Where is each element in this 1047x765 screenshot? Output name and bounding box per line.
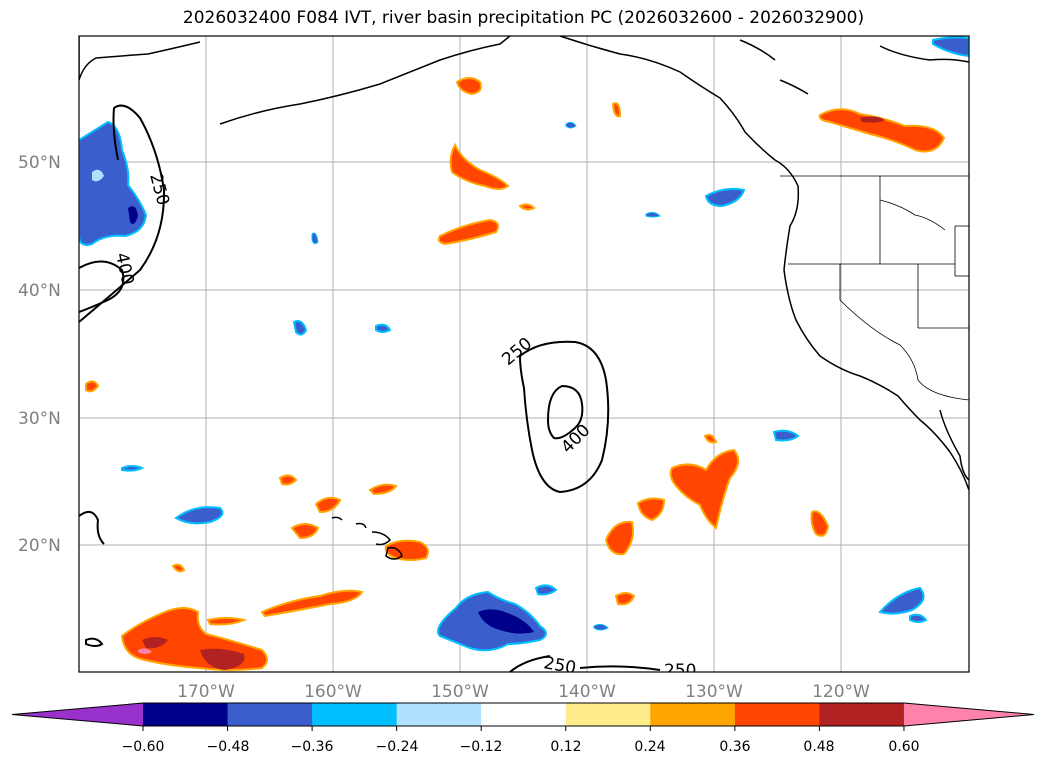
precip-blob [290, 523, 320, 540]
colorbar-segment [143, 703, 229, 726]
colorbar-ticks: −0.60 −0.48 −0.36 −0.24 −0.12 0.12 0.24 … [122, 739, 920, 755]
precip-blob [534, 584, 558, 596]
precip-blob [636, 497, 666, 522]
contour-label: 250 [542, 653, 577, 678]
precip-blob [142, 637, 168, 649]
precip-blob [278, 474, 298, 486]
precip-blob [604, 520, 634, 556]
colorbar-segment [650, 703, 736, 726]
precip-blob [171, 563, 186, 573]
colorbar-tick-label: 0.24 [634, 739, 665, 755]
lon-label-130w: 130°W [685, 682, 743, 702]
gridlines [79, 36, 969, 672]
precip-blob [772, 429, 800, 442]
ivt-contours [79, 104, 661, 672]
lat-label-20n: 20°N [18, 536, 61, 556]
political-borders [780, 175, 969, 401]
precip-blob [455, 77, 482, 96]
coastlines [79, 36, 969, 491]
precip-blob [437, 218, 499, 246]
precip-blob [593, 623, 609, 631]
precip-blob [121, 465, 145, 472]
colorbar-tick-label: −0.24 [376, 739, 419, 755]
precip-blob [138, 648, 152, 654]
contour-label: 250 [664, 661, 696, 681]
colorbar-segment [565, 703, 651, 726]
precip-blob [314, 496, 342, 514]
precip-blob [810, 510, 830, 537]
colorbar-segment [819, 703, 905, 726]
precip-blob [860, 116, 885, 123]
lon-label-160w: 160°W [304, 682, 362, 702]
precip-blob [368, 483, 398, 496]
colorbar-tick-label: 0.12 [550, 739, 581, 755]
precip-blob [909, 613, 928, 623]
precip-blob [611, 102, 622, 118]
precip-blob [92, 169, 104, 182]
precip-blob [375, 323, 392, 333]
lon-label-120w: 120°W [812, 682, 870, 702]
precip-blob [85, 380, 100, 393]
precip-blob [518, 203, 536, 211]
precip-blob [932, 36, 969, 58]
colorbar-segment [734, 703, 820, 726]
colorbar-segment [312, 703, 398, 726]
precip-blob [128, 206, 138, 224]
colorbar-tick-label: 0.36 [719, 739, 750, 755]
lon-label-150w: 150°W [431, 682, 489, 702]
precip-blob [200, 648, 245, 670]
colorbar [11, 702, 1035, 731]
colorbar-segment [227, 703, 313, 726]
lon-label-170w: 170°W [177, 682, 235, 702]
hawaii-islands [331, 516, 403, 560]
precip-blob [449, 142, 510, 190]
precip-blob [645, 211, 661, 218]
colorbar-tick-label: 0.60 [888, 739, 919, 755]
precip-blob [565, 121, 577, 129]
lat-label-50n: 50°N [18, 153, 61, 173]
precip-blob [174, 506, 224, 525]
precip-blob [703, 433, 718, 444]
precip-blob [878, 586, 925, 615]
lon-label-140w: 140°W [558, 682, 616, 702]
precip-blob [614, 592, 636, 606]
colorbar-tick-label: −0.12 [460, 739, 503, 755]
lat-label-40n: 40°N [18, 281, 61, 301]
precip-blob [818, 108, 946, 153]
precip-blob [260, 589, 364, 618]
positive-anomaly-areas [85, 77, 946, 671]
precip-blob [384, 539, 429, 561]
map-title: 2026032400 F084 IVT, river basin precipi… [182, 8, 865, 28]
colorbar-extend-right [903, 703, 1034, 726]
colorbar-tick-label: 0.48 [803, 739, 834, 755]
colorbar-tick-label: −0.48 [207, 739, 250, 755]
map-border [78, 35, 970, 673]
precip-blob [669, 448, 740, 530]
precip-blob [292, 320, 308, 336]
lat-label-30n: 30°N [18, 409, 61, 429]
colorbar-segment [396, 703, 482, 726]
precip-blob [311, 232, 319, 245]
negative-anomaly-areas [79, 36, 969, 652]
colorbar-tick-label: −0.60 [122, 739, 165, 755]
precip-blob [478, 609, 534, 634]
precip-blob [704, 187, 746, 208]
colorbar-extend-left [12, 703, 143, 726]
precip-blob [206, 617, 248, 626]
colorbar-segment [481, 703, 567, 726]
colorbar-tick-label: −0.36 [291, 739, 334, 755]
